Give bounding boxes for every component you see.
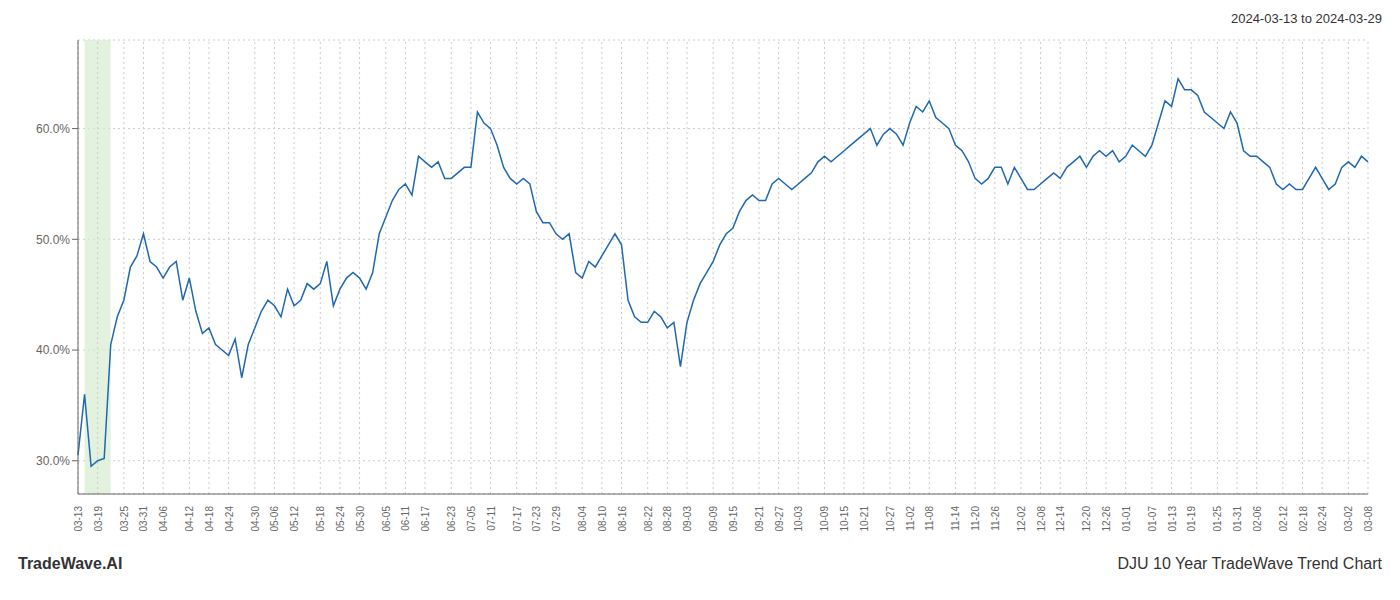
svg-text:09-15: 09-15 [728,506,739,532]
svg-text:06-11: 06-11 [400,506,411,531]
svg-text:01-01: 01-01 [1121,506,1132,532]
svg-text:12-20: 12-20 [1081,506,1092,532]
svg-text:07-11: 07-11 [486,506,497,531]
svg-text:08-10: 08-10 [597,506,608,532]
svg-text:05-24: 05-24 [335,506,346,532]
svg-text:03-08: 03-08 [1363,506,1374,532]
svg-text:08-28: 08-28 [662,506,673,532]
svg-text:12-26: 12-26 [1101,506,1112,532]
svg-text:60.0%: 60.0% [36,122,70,136]
html-text:DJU 10 Year TradeWave Trend Ch: DJU 10 Year TradeWave Trend Chart [1117,555,1382,572]
svg-text:03-25: 03-25 [119,506,130,532]
svg-text:05-18: 05-18 [315,506,326,532]
svg-text:02-06: 02-06 [1252,506,1263,532]
svg-text:06-23: 06-23 [446,506,457,532]
svg-text:03-13: 03-13 [73,506,84,532]
svg-text:09-09: 09-09 [708,506,719,532]
svg-text:08-04: 08-04 [577,506,588,532]
svg-text:07-05: 07-05 [466,506,477,532]
svg-text:01-31: 01-31 [1232,506,1243,532]
svg-text:10-03: 10-03 [793,506,804,532]
svg-text:04-24: 04-24 [224,506,235,532]
svg-text:09-03: 09-03 [682,506,693,532]
svg-text:07-23: 07-23 [531,506,542,532]
svg-text:11-02: 11-02 [905,506,916,531]
svg-text:10-09: 10-09 [819,506,830,532]
svg-text:12-08: 12-08 [1036,506,1047,532]
svg-text:10-27: 10-27 [885,506,896,532]
svg-text:05-30: 05-30 [355,506,366,532]
svg-text:07-17: 07-17 [512,506,523,532]
svg-text:05-06: 05-06 [269,506,280,532]
svg-text:02-18: 02-18 [1298,506,1309,532]
svg-text:05-12: 05-12 [289,506,300,532]
svg-text:02-12: 02-12 [1278,506,1289,532]
svg-text:11-26: 11-26 [990,506,1001,531]
svg-text:04-18: 04-18 [204,506,215,532]
svg-text:03-02: 03-02 [1343,506,1354,532]
svg-text:50.0%: 50.0% [36,233,70,247]
svg-text:08-16: 08-16 [617,506,628,532]
svg-text:11-20: 11-20 [970,506,981,531]
svg-text:04-12: 04-12 [184,506,195,532]
svg-text:01-25: 01-25 [1212,506,1223,532]
svg-text:01-07: 01-07 [1147,506,1158,532]
svg-text:11-14: 11-14 [950,506,961,531]
svg-text:03-19: 03-19 [93,506,104,532]
svg-text:12-14: 12-14 [1055,506,1066,532]
svg-text:02-24: 02-24 [1317,506,1328,532]
svg-text:11-08: 11-08 [924,506,935,531]
svg-text:08-22: 08-22 [643,506,654,532]
svg-text:01-19: 01-19 [1186,506,1197,532]
svg-text:01-13: 01-13 [1167,506,1178,532]
svg-text:09-21: 09-21 [754,506,765,532]
svg-text:04-06: 04-06 [158,506,169,532]
svg-text:06-05: 06-05 [381,506,392,532]
svg-text:04-30: 04-30 [250,506,261,532]
svg-text:07-29: 07-29 [551,506,562,532]
html-text:TradeWave.AI: TradeWave.AI [18,555,123,572]
svg-text:40.0%: 40.0% [36,343,70,357]
svg-text:09-27: 09-27 [774,506,785,532]
svg-text:10-21: 10-21 [859,506,870,532]
svg-text:03-31: 03-31 [138,506,149,532]
svg-text:10-15: 10-15 [839,506,850,532]
svg-text:06-17: 06-17 [420,506,431,532]
svg-text:30.0%: 30.0% [36,454,70,468]
svg-text:12-02: 12-02 [1016,506,1027,532]
html-text:2024-03-13 to 2024-03-29: 2024-03-13 to 2024-03-29 [1230,11,1382,26]
